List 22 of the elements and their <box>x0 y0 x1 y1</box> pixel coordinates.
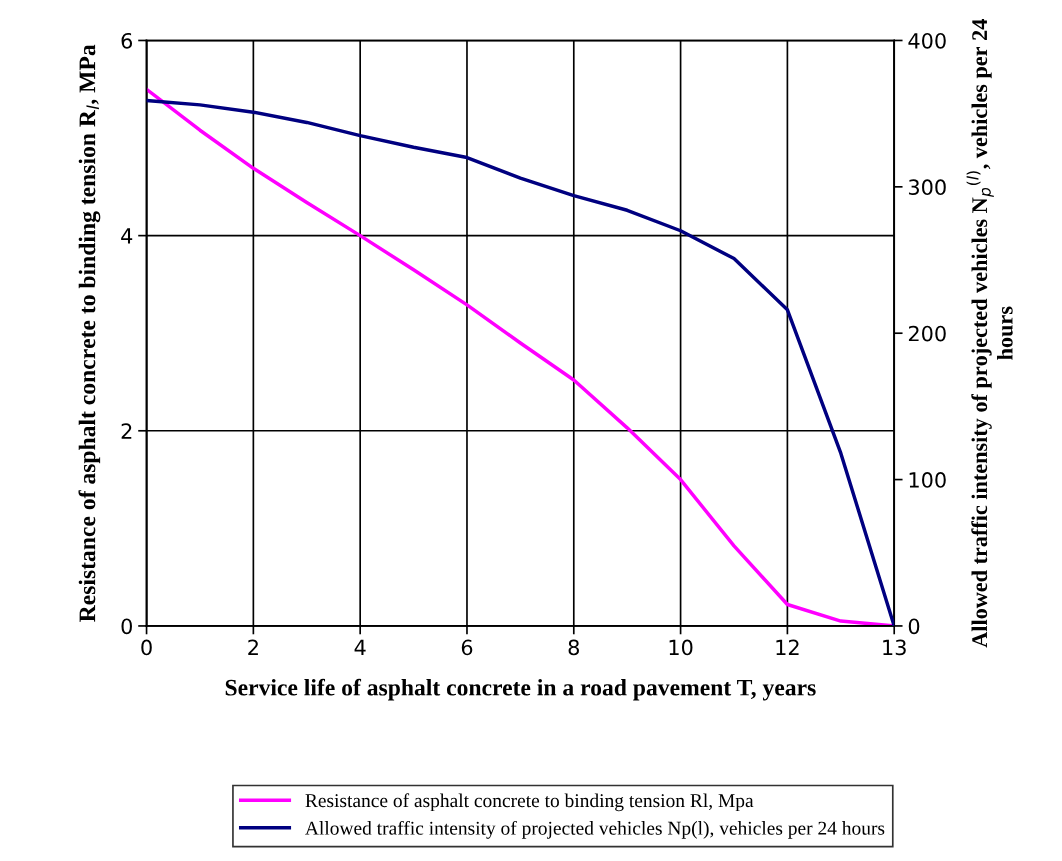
x-tick-label: 12 <box>776 639 799 655</box>
x-axis-title: Service life of asphalt concrete in a road pavement T, years <box>225 678 816 701</box>
y2-tick-label: 0 <box>908 618 920 635</box>
y2-tick-label: 300 <box>908 179 946 196</box>
y-tick-label: 6 <box>121 32 133 49</box>
y2-tick-label: 400 <box>908 32 946 49</box>
y-tick-label: 2 <box>121 423 132 439</box>
x-tick-label: 0 <box>141 639 152 656</box>
text: Allowed traffic intensity of projected vehicles N$_{p}$$^{(l)}$, vehicles per 24 hours <box>966 19 1013 648</box>
x-tick-label: 6 <box>461 639 473 656</box>
x-tick-label: 13 <box>883 639 906 656</box>
x-tick-label: 8 <box>568 639 579 656</box>
y2-tick-label: 200 <box>908 325 946 342</box>
x-tick-label: 2 <box>248 639 258 655</box>
y-tick-label: 4 <box>121 228 133 244</box>
x-tick-label: 4 <box>354 639 366 655</box>
y-tick-label: 0 <box>121 618 132 635</box>
legend-label: Resistance of asphalt concrete to binding tension Rl, Mpa <box>305 793 754 812</box>
y-axis-title: Resistance of asphalt concrete to binding tension R$_{l}$, MPa <box>78 44 101 622</box>
legend-label: Allowed traffic intensity of projected vehicles Np(l), vehicles per 24 hours <box>305 820 885 839</box>
x-tick-label: 10 <box>669 639 693 656</box>
y2-tick-label: 100 <box>909 472 946 488</box>
